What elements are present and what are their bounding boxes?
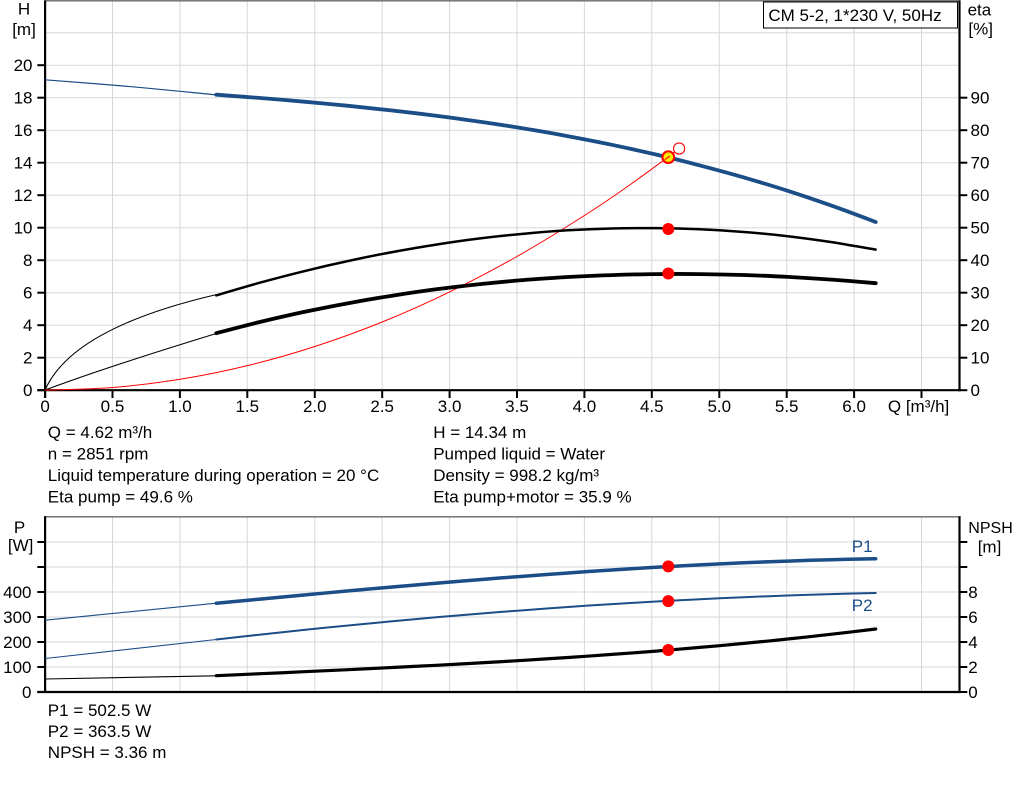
svg-text:6.0: 6.0	[842, 397, 866, 416]
svg-text:[%]: [%]	[968, 20, 993, 39]
svg-text:4.0: 4.0	[573, 397, 597, 416]
svg-text:Q = 4.62 m³/h: Q = 4.62 m³/h	[48, 423, 152, 442]
svg-text:0: 0	[22, 683, 31, 702]
svg-text:4: 4	[23, 316, 32, 335]
svg-text:P: P	[14, 518, 25, 537]
svg-text:3.0: 3.0	[438, 397, 462, 416]
svg-text:H = 14.34 m: H = 14.34 m	[433, 423, 526, 442]
svg-text:20: 20	[971, 316, 990, 335]
svg-text:Liquid temperature during oper: Liquid temperature during operation = 20…	[48, 466, 379, 485]
svg-text:n = 2851 rpm: n = 2851 rpm	[48, 445, 149, 464]
svg-text:90: 90	[971, 89, 990, 108]
svg-text:10: 10	[14, 219, 33, 238]
svg-text:8: 8	[968, 583, 977, 602]
svg-text:5.0: 5.0	[707, 397, 731, 416]
svg-text:100: 100	[3, 658, 31, 677]
svg-text:10: 10	[971, 349, 990, 368]
svg-text:40: 40	[971, 251, 990, 270]
svg-text:3.5: 3.5	[505, 397, 529, 416]
svg-text:2: 2	[23, 349, 32, 368]
svg-text:14: 14	[14, 154, 33, 173]
svg-text:0: 0	[23, 381, 32, 400]
svg-text:6: 6	[968, 608, 977, 627]
svg-text:50: 50	[971, 219, 990, 238]
svg-text:80: 80	[971, 121, 990, 140]
svg-text:2.5: 2.5	[370, 397, 394, 416]
svg-text:P2: P2	[852, 596, 873, 615]
svg-text:0.5: 0.5	[101, 397, 125, 416]
svg-text:Eta pump = 49.6 %: Eta pump = 49.6 %	[48, 488, 193, 507]
svg-text:Pumped liquid = Water: Pumped liquid = Water	[433, 445, 605, 464]
svg-text:12: 12	[14, 186, 33, 205]
svg-text:P1 = 502.5 W: P1 = 502.5 W	[48, 701, 151, 720]
svg-text:8: 8	[23, 251, 32, 270]
svg-text:400: 400	[3, 583, 31, 602]
svg-text:18: 18	[14, 89, 33, 108]
svg-text:Density = 998.2 kg/m³: Density = 998.2 kg/m³	[433, 466, 599, 485]
svg-text:P1: P1	[852, 537, 873, 556]
svg-text:H: H	[18, 0, 30, 19]
svg-text:5.5: 5.5	[775, 397, 799, 416]
svg-text:4.5: 4.5	[640, 397, 664, 416]
svg-text:eta: eta	[968, 1, 992, 20]
svg-text:[m]: [m]	[12, 20, 36, 39]
svg-text:CM 5-2, 1*230 V, 50Hz: CM 5-2, 1*230 V, 50Hz	[768, 6, 941, 25]
svg-text:2: 2	[968, 658, 977, 677]
svg-text:60: 60	[971, 186, 990, 205]
svg-text:4: 4	[968, 633, 977, 652]
svg-text:30: 30	[971, 284, 990, 303]
svg-text:300: 300	[3, 608, 31, 627]
svg-text:1.0: 1.0	[168, 397, 192, 416]
svg-text:NPSH: NPSH	[968, 520, 1012, 537]
svg-text:0: 0	[971, 381, 980, 400]
svg-text:[W]: [W]	[8, 536, 34, 555]
svg-text:P2 = 363.5 W: P2 = 363.5 W	[48, 722, 151, 741]
svg-text:Q [m³/h]: Q [m³/h]	[888, 397, 949, 416]
svg-text:200: 200	[3, 633, 31, 652]
svg-text:70: 70	[971, 154, 990, 173]
svg-text:20: 20	[14, 56, 33, 75]
svg-text:NPSH = 3.36 m: NPSH = 3.36 m	[48, 743, 167, 762]
svg-text:Eta pump+motor = 35.9 %: Eta pump+motor = 35.9 %	[433, 488, 631, 507]
svg-text:2.0: 2.0	[303, 397, 327, 416]
svg-text:0: 0	[968, 683, 977, 702]
svg-text:1.5: 1.5	[235, 397, 259, 416]
svg-text:16: 16	[14, 121, 33, 140]
svg-text:6: 6	[23, 284, 32, 303]
svg-text:[m]: [m]	[978, 538, 1002, 557]
svg-text:0: 0	[40, 397, 49, 416]
